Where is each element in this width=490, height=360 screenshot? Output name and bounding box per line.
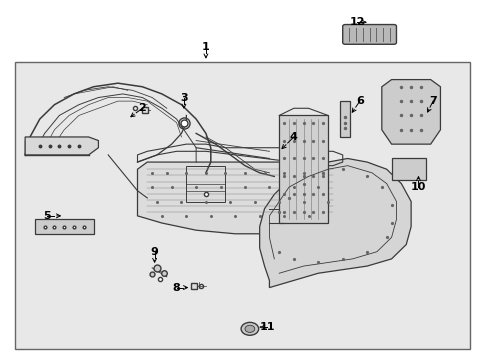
Circle shape: [241, 322, 259, 335]
Polygon shape: [138, 162, 343, 234]
Bar: [15, 62, 470, 348]
Polygon shape: [279, 116, 328, 223]
Text: 11: 11: [259, 322, 275, 332]
Polygon shape: [25, 137, 98, 155]
Polygon shape: [382, 80, 441, 144]
Polygon shape: [392, 158, 426, 180]
Text: 10: 10: [411, 182, 426, 192]
Text: 9: 9: [150, 247, 159, 257]
Polygon shape: [35, 220, 94, 234]
Text: 3: 3: [180, 93, 188, 103]
Text: 5: 5: [43, 211, 51, 221]
Text: 6: 6: [356, 96, 364, 106]
FancyBboxPatch shape: [343, 24, 396, 44]
Text: 8: 8: [172, 283, 180, 293]
Text: 7: 7: [429, 96, 437, 106]
Text: 4: 4: [290, 132, 298, 142]
Text: 12: 12: [350, 17, 365, 27]
Polygon shape: [340, 101, 350, 137]
Polygon shape: [260, 158, 411, 288]
Circle shape: [245, 325, 255, 332]
Text: 2: 2: [139, 103, 147, 113]
Text: 1: 1: [202, 42, 210, 52]
